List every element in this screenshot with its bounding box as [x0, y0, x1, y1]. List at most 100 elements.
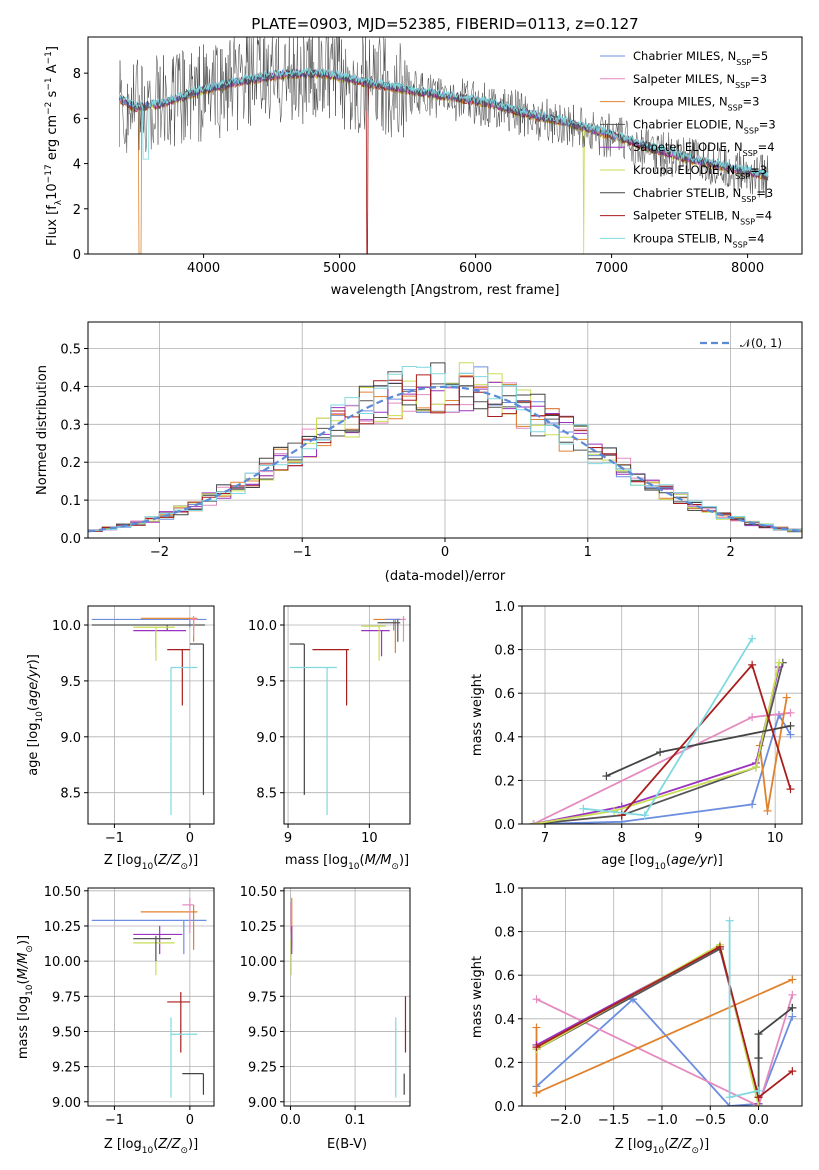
y-tick-label: 9.25 — [52, 1061, 81, 1076]
plot-area — [529, 634, 795, 824]
age-vs-mass-x-label: mass [log10(M/M⊙)] — [285, 853, 409, 872]
weight-vs-age-y-label: mass weight — [470, 674, 485, 756]
legend-label: Chabrier STELIB, NSSP=3 — [633, 186, 773, 204]
y-tick-label: 0.5 — [60, 343, 81, 358]
x-tick-label: 0.0 — [280, 1113, 301, 1128]
y-tick-label: 0.1 — [60, 494, 81, 509]
x-tick-label: 2 — [726, 545, 734, 560]
y-tick-label: 8 — [73, 67, 81, 82]
x-tick-label: 0 — [186, 831, 194, 846]
age-vs-Z-x-label: Z [log10(Z/Z⊙)] — [104, 853, 198, 872]
x-tick-label: 8 — [618, 831, 626, 846]
weight-vs-age-panel: 7 8 9 10 0.0 0.2 0.4 0.6 0.8 1.0 — [494, 600, 803, 846]
x-tick-label: 7000 — [595, 261, 628, 276]
plot-area — [118, 37, 769, 254]
y-tick-label: 0.4 — [494, 731, 515, 746]
age-vs-Z-panel: −1 0 8.5 9.0 9.5 10.0 — [52, 605, 215, 846]
legend-label: Salpeter ELODIE, NSSP=4 — [633, 140, 775, 158]
y-tick-label: 9.50 — [52, 1025, 81, 1040]
y-tick-label: 0.2 — [60, 456, 81, 471]
y-tick-label: 0 — [73, 248, 81, 263]
x-tick-label: −1 — [105, 1113, 124, 1128]
x-tick-label: −1.5 — [598, 1113, 630, 1128]
y-tick-label: 8.5 — [256, 787, 277, 802]
y-tick-label: 0.0 — [60, 532, 81, 547]
x-tick-label: 4000 — [187, 261, 220, 276]
spectrum-x-label: wavelength [Angstrom, rest frame] — [331, 283, 560, 298]
age-y-label: age [log10(age/yr)] — [26, 654, 45, 776]
spectrum-legend: Chabrier MILES, NSSP=5 Salpeter MILES, NS… — [600, 49, 776, 249]
weight-line-kroupa_elodie — [533, 662, 780, 824]
x-tick-label: −1 — [105, 831, 124, 846]
y-tick-label: 9.25 — [248, 1061, 277, 1076]
x-tick-label: −2.0 — [550, 1113, 582, 1128]
y-tick-label: 9.0 — [256, 731, 277, 746]
x-tick-label: 6000 — [459, 261, 492, 276]
x-tick-label: 7 — [541, 831, 549, 846]
residual-x-label: (data-model)/error — [385, 569, 506, 584]
y-tick-label: 9.0 — [60, 731, 81, 746]
y-tick-label: 1.0 — [494, 600, 515, 615]
legend-label: Chabrier ELODIE, NSSP=3 — [633, 117, 776, 135]
residual-y-label: Normed distribution — [35, 365, 50, 495]
x-tick-label: 1 — [584, 545, 592, 560]
x-tick-label: 9 — [284, 831, 292, 846]
spectrum-line-kroupa_stelib — [118, 67, 769, 177]
y-tick-label: 9.00 — [248, 1096, 277, 1111]
x-tick-label: −0.5 — [694, 1113, 726, 1128]
y-tick-label: 9.50 — [248, 1025, 277, 1040]
axes-frame — [283, 605, 411, 825]
plot-area — [91, 616, 207, 816]
spectrum-line-chab_stelib — [119, 37, 769, 199]
y-tick-label: 9.5 — [256, 675, 277, 690]
hist-salp_stelib — [88, 374, 802, 532]
mass-vs-Z-panel: −1 0 9.00 9.25 9.50 9.75 10.00 10.25 10.50 — [44, 885, 215, 1128]
plot-area — [532, 916, 797, 1106]
weight-vs-Z-x-label: Z [log10(Z/Z⊙)] — [615, 1137, 709, 1156]
mass-vs-ebv-panel: 0.0 0.1 9.00 9.25 9.50 9.75 10.00 10.25 10.50 — [240, 885, 411, 1128]
plot-area — [290, 897, 407, 1098]
y-tick-label: 0.3 — [60, 418, 81, 433]
legend-label: Salpeter STELIB, NSSP=4 — [633, 209, 772, 227]
y-tick-label: 10.25 — [240, 920, 277, 935]
x-tick-label: −2 — [150, 545, 169, 560]
y-tick-label: 8.5 — [60, 787, 81, 802]
x-tick-label: −1.0 — [646, 1113, 678, 1128]
hist-kroupa_stelib — [88, 366, 802, 532]
y-tick-label: 0.2 — [494, 774, 515, 789]
y-tick-label: 0.6 — [494, 969, 515, 984]
x-tick-label: 5000 — [323, 261, 356, 276]
axes-frame — [87, 605, 215, 825]
mass-y-label: mass [log10(M/M⊙)] — [16, 935, 35, 1059]
mass-vs-Z-x-label: Z [log10(Z/Z⊙)] — [104, 1137, 198, 1156]
weight-line-salp_elodie — [533, 666, 780, 824]
y-tick-label: 0.4 — [60, 380, 81, 395]
figure-title: PLATE=0903, MJD=52385, FIBERID=0113, z=0… — [251, 15, 638, 33]
y-tick-label: 4 — [73, 158, 81, 173]
weight-line-salp_miles — [536, 994, 794, 1106]
residual-panel: −2 −1 0 1 2 0.0 0.1 0.2 0.3 0.4 0.5 — [60, 321, 803, 560]
weight-vs-Z-panel: −2.0 −1.5 −1.0 −0.5 0.0 0.0 0.2 0.4 0.6 0.8 1.0 — [494, 882, 803, 1128]
y-tick-label: 2 — [73, 203, 81, 218]
weight-vs-age-x-label: age [log10(age/yr)] — [601, 853, 723, 872]
x-tick-label: 0.0 — [748, 1113, 769, 1128]
y-tick-label: 10.00 — [240, 955, 277, 970]
y-tick-label: 9.5 — [60, 675, 81, 690]
y-tick-label: 9.00 — [52, 1096, 81, 1111]
weight-line-chab_elodie — [533, 662, 784, 824]
legend-label: Chabrier MILES, NSSP=5 — [633, 49, 768, 67]
x-tick-label: 9 — [694, 831, 702, 846]
weight-line-salp_stelib — [536, 945, 793, 1099]
weight-vs-Z-y-label: mass weight — [470, 956, 485, 1038]
y-tick-label: 10.0 — [248, 619, 277, 634]
legend-label: Salpeter MILES, NSSP=3 — [633, 72, 767, 90]
y-tick-label: 0.4 — [494, 1013, 515, 1028]
y-tick-label: 0.0 — [494, 818, 515, 833]
y-tick-label: 0.0 — [494, 1100, 515, 1115]
spectrum-y-label: Flux [fλ10−17 erg cm−2 s−1 A−1] — [44, 46, 64, 246]
y-tick-label: 6 — [73, 112, 81, 127]
y-tick-label: 1.0 — [494, 882, 515, 897]
axes-frame — [283, 887, 411, 1107]
hist-kroupa_elodie — [88, 362, 802, 532]
